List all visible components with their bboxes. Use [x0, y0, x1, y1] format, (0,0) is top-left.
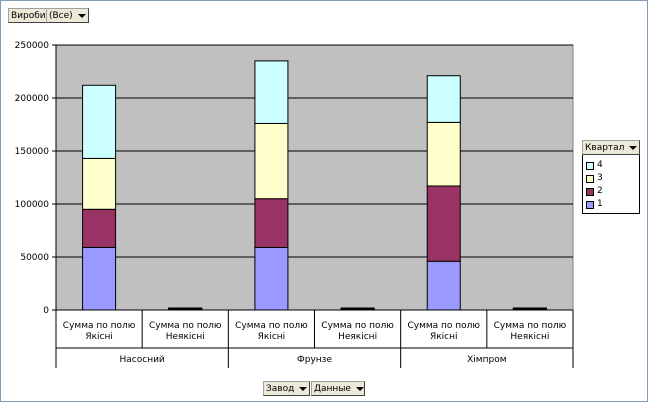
bar-segment-3[interactable] [426, 121, 461, 187]
chevron-down-icon [299, 386, 308, 391]
x-tick-label: Сумма по полю Якісні [235, 321, 308, 342]
legend-swatch [586, 174, 594, 183]
x-tick-label: Сумма по полю Неякісні [494, 321, 567, 342]
chevron-down-icon [355, 386, 364, 391]
legend-label: 4 [597, 160, 603, 170]
legend-label: 1 [597, 199, 603, 209]
bar-segment-2[interactable] [426, 185, 461, 262]
bar-segment-2[interactable] [82, 208, 117, 248]
bar-segment-1[interactable] [254, 246, 289, 311]
bar-segment-1[interactable] [82, 246, 117, 311]
y-tick-label: 50000 [20, 253, 49, 263]
legend-label: 2 [597, 186, 603, 196]
bar-segment-3[interactable] [82, 157, 117, 210]
x-group-label: Хімпром [467, 355, 506, 365]
bar-segment-4[interactable] [426, 75, 461, 123]
legend-label: 3 [597, 173, 603, 183]
bar-segment-4[interactable] [82, 84, 117, 159]
x-group-label: Насосний [120, 355, 165, 365]
bar-segment-3[interactable] [254, 122, 289, 200]
bar-segment-4[interactable] [254, 60, 289, 124]
bar-segment-4[interactable] [168, 307, 203, 310]
y-tick-label: 0 [43, 306, 49, 316]
bar-segment-2[interactable] [254, 198, 289, 248]
bar-segment-4[interactable] [340, 307, 375, 310]
legend-swatch [586, 161, 594, 170]
legend: Квартал 4 3 2 1 [582, 140, 640, 214]
legend-swatch [586, 200, 594, 209]
data-field-label: Данные [314, 384, 351, 394]
chevron-down-icon [629, 145, 638, 150]
legend-item-3[interactable]: 3 [586, 172, 603, 185]
legend-item-2[interactable]: 2 [586, 185, 603, 198]
legend-field-button[interactable]: Квартал [582, 140, 640, 155]
legend-title: Квартал [585, 143, 625, 153]
y-tick-label: 100000 [15, 200, 50, 210]
bar-segment-4[interactable] [512, 307, 547, 310]
y-tick-label: 200000 [15, 94, 50, 104]
row-field-button[interactable]: Завод [263, 381, 310, 396]
legend-item-1[interactable]: 1 [586, 198, 603, 211]
x-tick-label: Сумма по полю Неякісні [321, 321, 394, 342]
bar-segment-1[interactable] [426, 260, 461, 311]
page-filter-dropdown[interactable]: (Все) [46, 8, 89, 23]
y-tick-label: 150000 [15, 147, 50, 157]
x-group-label: Фрунзе [297, 355, 332, 365]
x-tick-label: Сумма по полю Неякісні [149, 321, 222, 342]
plot-area [55, 44, 574, 311]
legend-swatch [586, 187, 594, 196]
page-field-label: Вироби [11, 11, 46, 21]
row-field-label: Завод [266, 384, 295, 394]
page-filter-value: (Все) [49, 11, 73, 21]
x-tick-label: Сумма по полю Якісні [63, 321, 136, 342]
chevron-down-icon [77, 13, 86, 18]
x-tick-label: Сумма по полю Якісні [407, 321, 480, 342]
legend-item-4[interactable]: 4 [586, 159, 603, 172]
y-tick-label: 250000 [15, 41, 50, 51]
data-field-button[interactable]: Данные [311, 381, 365, 396]
